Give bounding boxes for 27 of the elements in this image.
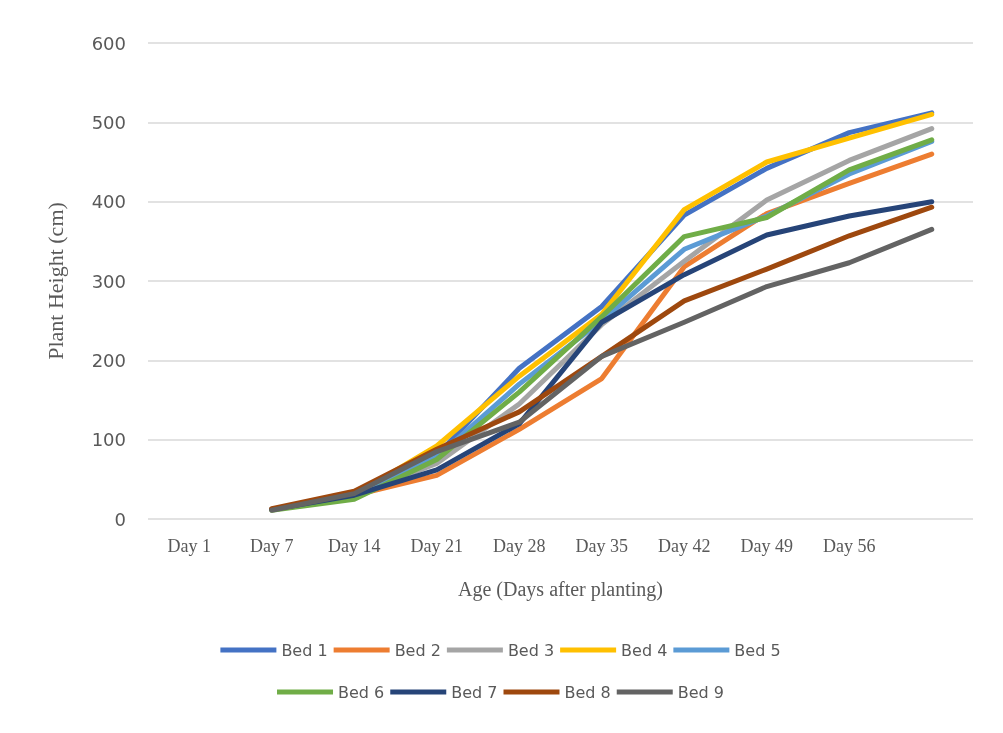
x-tick-label: Day 7 — [250, 536, 294, 556]
x-tick-label: Day 14 — [328, 536, 381, 556]
x-tick-label: Day 21 — [410, 536, 463, 556]
y-tick-label: 0 — [114, 508, 126, 530]
y-tick-label: 600 — [91, 32, 126, 54]
x-tick-label: Day 28 — [493, 536, 546, 556]
x-tick-label: Day 49 — [740, 536, 793, 556]
y-tick-label: 300 — [91, 270, 126, 292]
x-tick-label: Day 42 — [658, 536, 711, 556]
legend-label: Bed 4 — [621, 640, 668, 660]
x-tick-label: Day 35 — [575, 536, 628, 556]
y-axis-title: Plant Height (cm) — [42, 202, 68, 360]
y-tick-label: 100 — [91, 429, 126, 451]
y-tick-label: 500 — [91, 111, 126, 133]
y-tick-label: 400 — [91, 191, 126, 213]
legend-label: Bed 8 — [564, 682, 611, 702]
legend-label: Bed 6 — [338, 682, 385, 702]
x-axis-title: Age (Days after planting) — [458, 578, 663, 601]
legend-label: Bed 7 — [451, 682, 498, 702]
x-tick-label: Day 56 — [823, 536, 876, 556]
legend-label: Bed 5 — [734, 640, 781, 660]
legend-label: Bed 9 — [677, 682, 724, 702]
legend-label: Bed 1 — [281, 640, 328, 660]
x-tick-label: Day 1 — [167, 536, 211, 556]
legend-label: Bed 3 — [507, 640, 555, 660]
legend-label: Bed 2 — [394, 640, 441, 660]
y-tick-label: 200 — [91, 349, 126, 371]
